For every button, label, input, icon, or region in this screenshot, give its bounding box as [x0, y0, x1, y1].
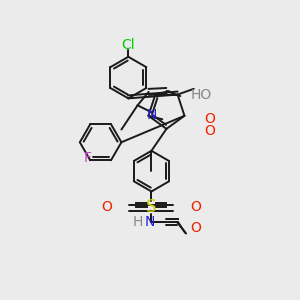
Text: O: O	[205, 124, 215, 138]
Text: N: N	[146, 108, 157, 122]
Text: HO: HO	[191, 88, 212, 102]
Text: Cl: Cl	[122, 38, 135, 52]
Text: O: O	[191, 200, 202, 214]
Text: F: F	[84, 152, 92, 165]
Text: N: N	[145, 215, 155, 229]
Text: H: H	[133, 215, 143, 229]
Text: O: O	[101, 200, 112, 214]
Text: O: O	[205, 112, 215, 126]
Text: S: S	[146, 198, 157, 216]
Text: O: O	[191, 221, 202, 235]
